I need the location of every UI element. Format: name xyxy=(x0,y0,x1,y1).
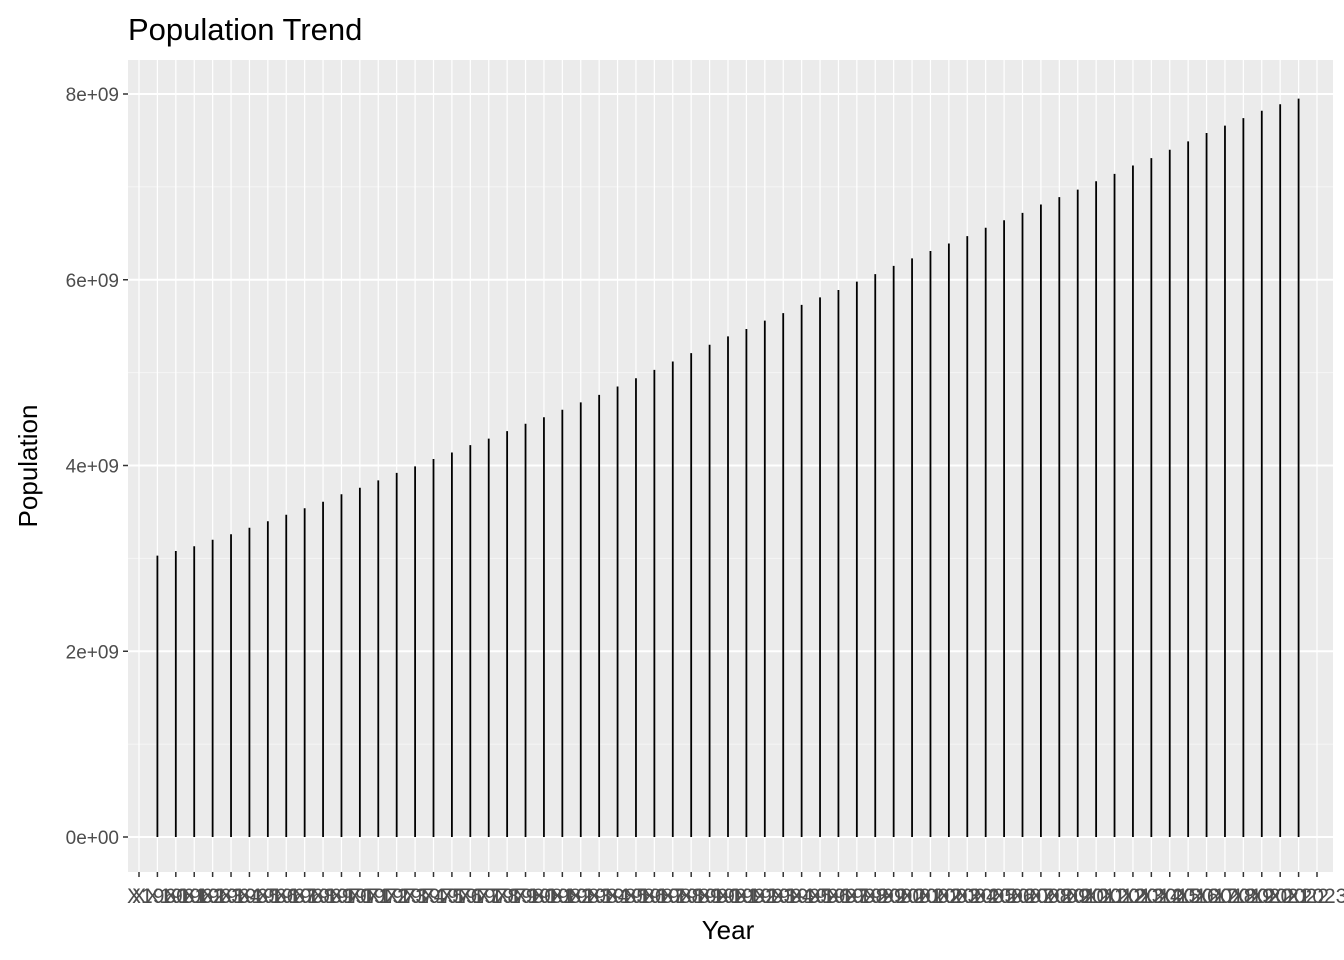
x-tick-label: X1974 xyxy=(385,885,446,908)
x-tick-label: X1967 xyxy=(256,885,317,908)
x-tick-label: X xyxy=(132,885,146,908)
y-tick-label: 2e+09 xyxy=(66,642,119,663)
x-tick-label: X2016 xyxy=(1158,885,1219,908)
x-tick-label: X2001 xyxy=(882,885,943,908)
x-tick-label: X1961 xyxy=(145,885,206,908)
x-tick-label: X1993 xyxy=(734,885,795,908)
x-tick-label: X1972 xyxy=(348,885,409,908)
x-tick-label: X2023 xyxy=(1287,885,1344,908)
y-axis-title: Population xyxy=(13,405,43,528)
x-tick-label: X1978 xyxy=(458,885,519,908)
x-tick-label: X1984 xyxy=(569,885,630,908)
x-tick-label: X1988 xyxy=(642,885,703,908)
x-tick-label: X1987 xyxy=(624,885,685,908)
x-tick-label: X1969 xyxy=(293,885,354,908)
x-tick-label: X2021 xyxy=(1250,885,1311,908)
x-tick-label: X2006 xyxy=(974,885,1035,908)
x-tick-label: X2013 xyxy=(1103,885,1164,908)
x-tick-label: X1998 xyxy=(826,885,887,908)
x-tick-label: X1968 xyxy=(274,885,335,908)
y-tick-label: 0e+00 xyxy=(66,828,119,849)
x-tick-label: X1966 xyxy=(237,885,298,908)
x-axis: XX1960X1961X1962X1963X1964X1965X1966X196… xyxy=(127,872,1344,908)
y-axis: 0e+00 2e+09 4e+09 6e+09 8e+09 xyxy=(66,85,128,849)
x-tick-label: X1989 xyxy=(661,885,722,908)
y-tick-label: 6e+09 xyxy=(66,271,119,292)
x-tick-label: X2014 xyxy=(1121,885,1182,908)
x-tick-label: X1965 xyxy=(219,885,280,908)
x-tick-label: X1994 xyxy=(753,885,814,908)
x-tick-label: X2003 xyxy=(919,885,980,908)
x-tick-label: X1982 xyxy=(532,885,593,908)
x-tick-label: X1976 xyxy=(422,885,483,908)
x-tick-label: X2017 xyxy=(1176,885,1237,908)
y-tick-label: 4e+09 xyxy=(66,457,119,478)
x-tick-label: X1962 xyxy=(164,885,225,908)
x-tick-label: X2019 xyxy=(1213,885,1274,908)
bars xyxy=(156,98,1300,837)
x-tick-label: X1964 xyxy=(201,885,262,908)
y-tick-label: 8e+09 xyxy=(66,85,119,106)
x-tick-label: X2000 xyxy=(863,885,924,908)
x-tick-label: X2009 xyxy=(1029,885,1090,908)
x-tick-label: X1986 xyxy=(606,885,667,908)
x-tick-label: X2005 xyxy=(955,885,1016,908)
x-tick-label: X2002 xyxy=(900,885,961,908)
x-tick-label: X1977 xyxy=(440,885,501,908)
x-tick-label: X1992 xyxy=(716,885,777,908)
x-tick-label: X1995 xyxy=(771,885,832,908)
x-tick-label: X1963 xyxy=(182,885,243,908)
x-tick-label: X2011 xyxy=(1067,885,1126,908)
x-tick-label: X1980 xyxy=(495,885,556,908)
x-tick-label: X2008 xyxy=(1011,885,1072,908)
x-tick-label: X1983 xyxy=(550,885,611,908)
x-tick-label: X1996 xyxy=(790,885,851,908)
x-tick-label: X2004 xyxy=(937,885,998,908)
x-tick-label: X1999 xyxy=(845,885,906,908)
x-tick-label: X1979 xyxy=(477,885,538,908)
x-tick-label: X1970 xyxy=(311,885,372,908)
x-tick-label: X2018 xyxy=(1195,885,1256,908)
x-tick-label: X2010 xyxy=(1047,885,1108,908)
x-tick-label: X2020 xyxy=(1231,885,1292,908)
x-tick-label: X1991 xyxy=(698,885,759,908)
x-tick-label: X2007 xyxy=(992,885,1053,908)
x-tick-label: X1981 xyxy=(514,885,575,908)
x-tick-label: X1990 xyxy=(679,885,740,908)
x-tick-label: X1997 xyxy=(808,885,869,908)
x-tick-label: X1975 xyxy=(403,885,464,908)
x-tick-label: X1960 xyxy=(127,885,188,908)
x-tick-label: X1973 xyxy=(366,885,427,908)
x-tick-label: X2015 xyxy=(1139,885,1200,908)
x-tick-label: X1971 xyxy=(330,885,391,908)
x-axis-title: Year xyxy=(702,915,755,945)
chart-title: Population Trend xyxy=(128,12,362,47)
x-tick-label: X2012 xyxy=(1084,885,1145,908)
x-tick-label: X2022 xyxy=(1268,885,1329,908)
x-tick-label: X1985 xyxy=(587,885,648,908)
